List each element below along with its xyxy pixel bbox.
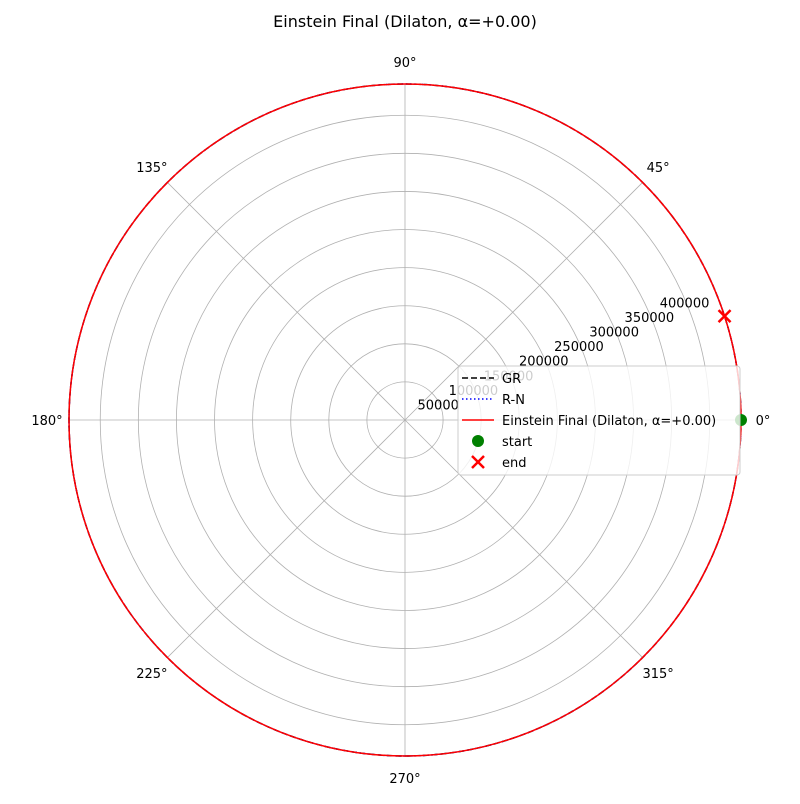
legend-label-1: R-N — [502, 393, 525, 408]
angular-tick-label-2: 90° — [393, 56, 416, 71]
legend-entries: GR R-N Einstein Final (Dilaton, α=+0.00) st… — [462, 372, 716, 471]
radial-tick-label-6: 350000 — [625, 311, 675, 326]
angular-gridline-7 — [404, 419, 643, 658]
legend-label-0: GR — [502, 372, 521, 387]
angular-gridline-5 — [167, 419, 406, 658]
angular-tick-label-5: 225° — [136, 667, 167, 682]
chart-title: Einstein Final (Dilaton, α=+0.00) — [273, 12, 537, 31]
legend-swatch-4 — [471, 455, 485, 469]
angular-tick-label-4: 180° — [31, 414, 62, 429]
legend-entry-4: end — [471, 455, 527, 471]
angular-tick-label-7: 315° — [642, 667, 673, 682]
legend-swatch-4-stroke-b — [471, 455, 485, 469]
angular-tick-label-6: 270° — [389, 772, 420, 787]
radial-tick-label-5: 300000 — [589, 326, 639, 341]
legend: GR R-N Einstein Final (Dilaton, α=+0.00) st… — [457, 365, 741, 476]
marker-end-stroke-b — [717, 309, 732, 324]
legend-label-2: Einstein Final (Dilaton, α=+0.00) — [502, 414, 716, 429]
radial-tick-label-7: 400000 — [660, 296, 710, 311]
legend-entry-2: Einstein Final (Dilaton, α=+0.00) — [462, 414, 716, 429]
angular-tick-label-0: 0° — [756, 414, 771, 429]
legend-entry-0: GR — [462, 372, 521, 387]
angular-gridline-3 — [167, 182, 406, 421]
legend-label-3: start — [502, 435, 532, 450]
angular-gridline-1 — [404, 182, 643, 421]
legend-box — [457, 365, 741, 476]
legend-swatch-3 — [472, 435, 484, 447]
radial-tick-label-0: 50000 — [418, 398, 459, 413]
marker-end — [717, 309, 732, 324]
legend-entry-3: start — [472, 435, 532, 450]
legend-entry-1: R-N — [462, 393, 525, 408]
radial-tick-label-4: 250000 — [554, 340, 604, 355]
legend-label-4: end — [502, 456, 527, 471]
angular-tick-label-1: 45° — [647, 161, 670, 176]
angular-tick-label-3: 135° — [136, 161, 167, 176]
angular-tick-labels: 0° 45° 90° 135° 180° 225° 270° 315° — [31, 56, 770, 787]
